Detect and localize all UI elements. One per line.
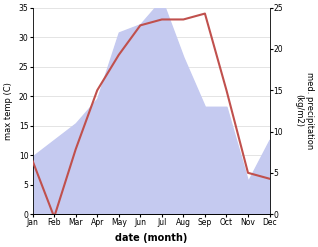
Y-axis label: max temp (C): max temp (C) bbox=[4, 82, 13, 140]
X-axis label: date (month): date (month) bbox=[115, 233, 187, 243]
Y-axis label: med. precipitation
(kg/m2): med. precipitation (kg/m2) bbox=[294, 72, 314, 149]
